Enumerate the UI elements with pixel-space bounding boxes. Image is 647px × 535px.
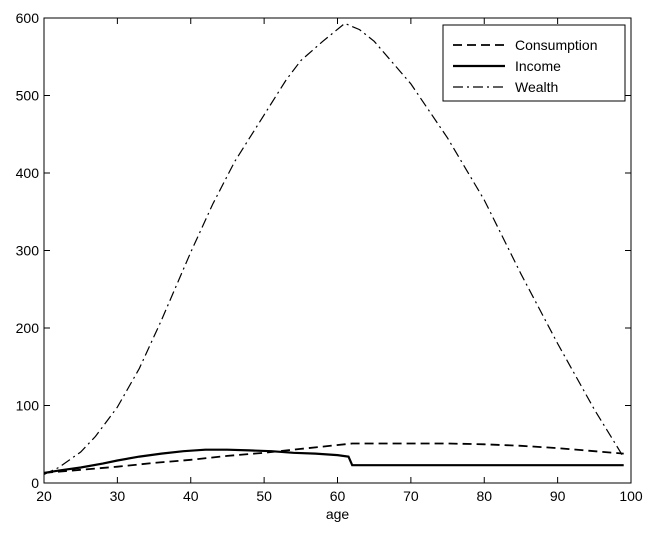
legend-label-wealth: Wealth <box>515 79 558 95</box>
x-tick-label: 50 <box>256 488 272 504</box>
legend-label-income: Income <box>515 58 561 74</box>
x-tick-label: 40 <box>183 488 199 504</box>
x-tick-label: 60 <box>330 488 346 504</box>
x-tick-label: 100 <box>619 488 643 504</box>
axis-ticks <box>43 17 632 484</box>
y-tick-label: 0 <box>31 475 39 491</box>
x-tick-label: 30 <box>110 488 126 504</box>
y-tick-label: 200 <box>16 320 40 336</box>
y-tick-label: 600 <box>16 10 40 26</box>
tick-labels: 20 30 40 50 60 70 80 90 100 0 100 200 300 400 500 600 <box>16 10 643 504</box>
x-axis-label: age <box>326 506 350 522</box>
series-line-consumption <box>43 442 624 474</box>
series-line-wealth <box>43 22 625 476</box>
x-tick-label: 70 <box>403 488 419 504</box>
y-tick-label: 300 <box>16 243 40 259</box>
x-tick-label: 80 <box>476 488 492 504</box>
y-tick-label: 500 <box>16 88 40 104</box>
plot-lines <box>43 22 625 476</box>
y-tick-label: 100 <box>16 398 40 414</box>
legend: Consumption Income Wealth <box>442 24 626 102</box>
legend-box <box>442 24 626 102</box>
y-tick-label: 400 <box>16 165 40 181</box>
x-tick-label: 20 <box>36 488 52 504</box>
x-tick-label: 90 <box>550 488 566 504</box>
series-line-income <box>43 448 624 474</box>
legend-label-consumption: Consumption <box>515 37 598 53</box>
